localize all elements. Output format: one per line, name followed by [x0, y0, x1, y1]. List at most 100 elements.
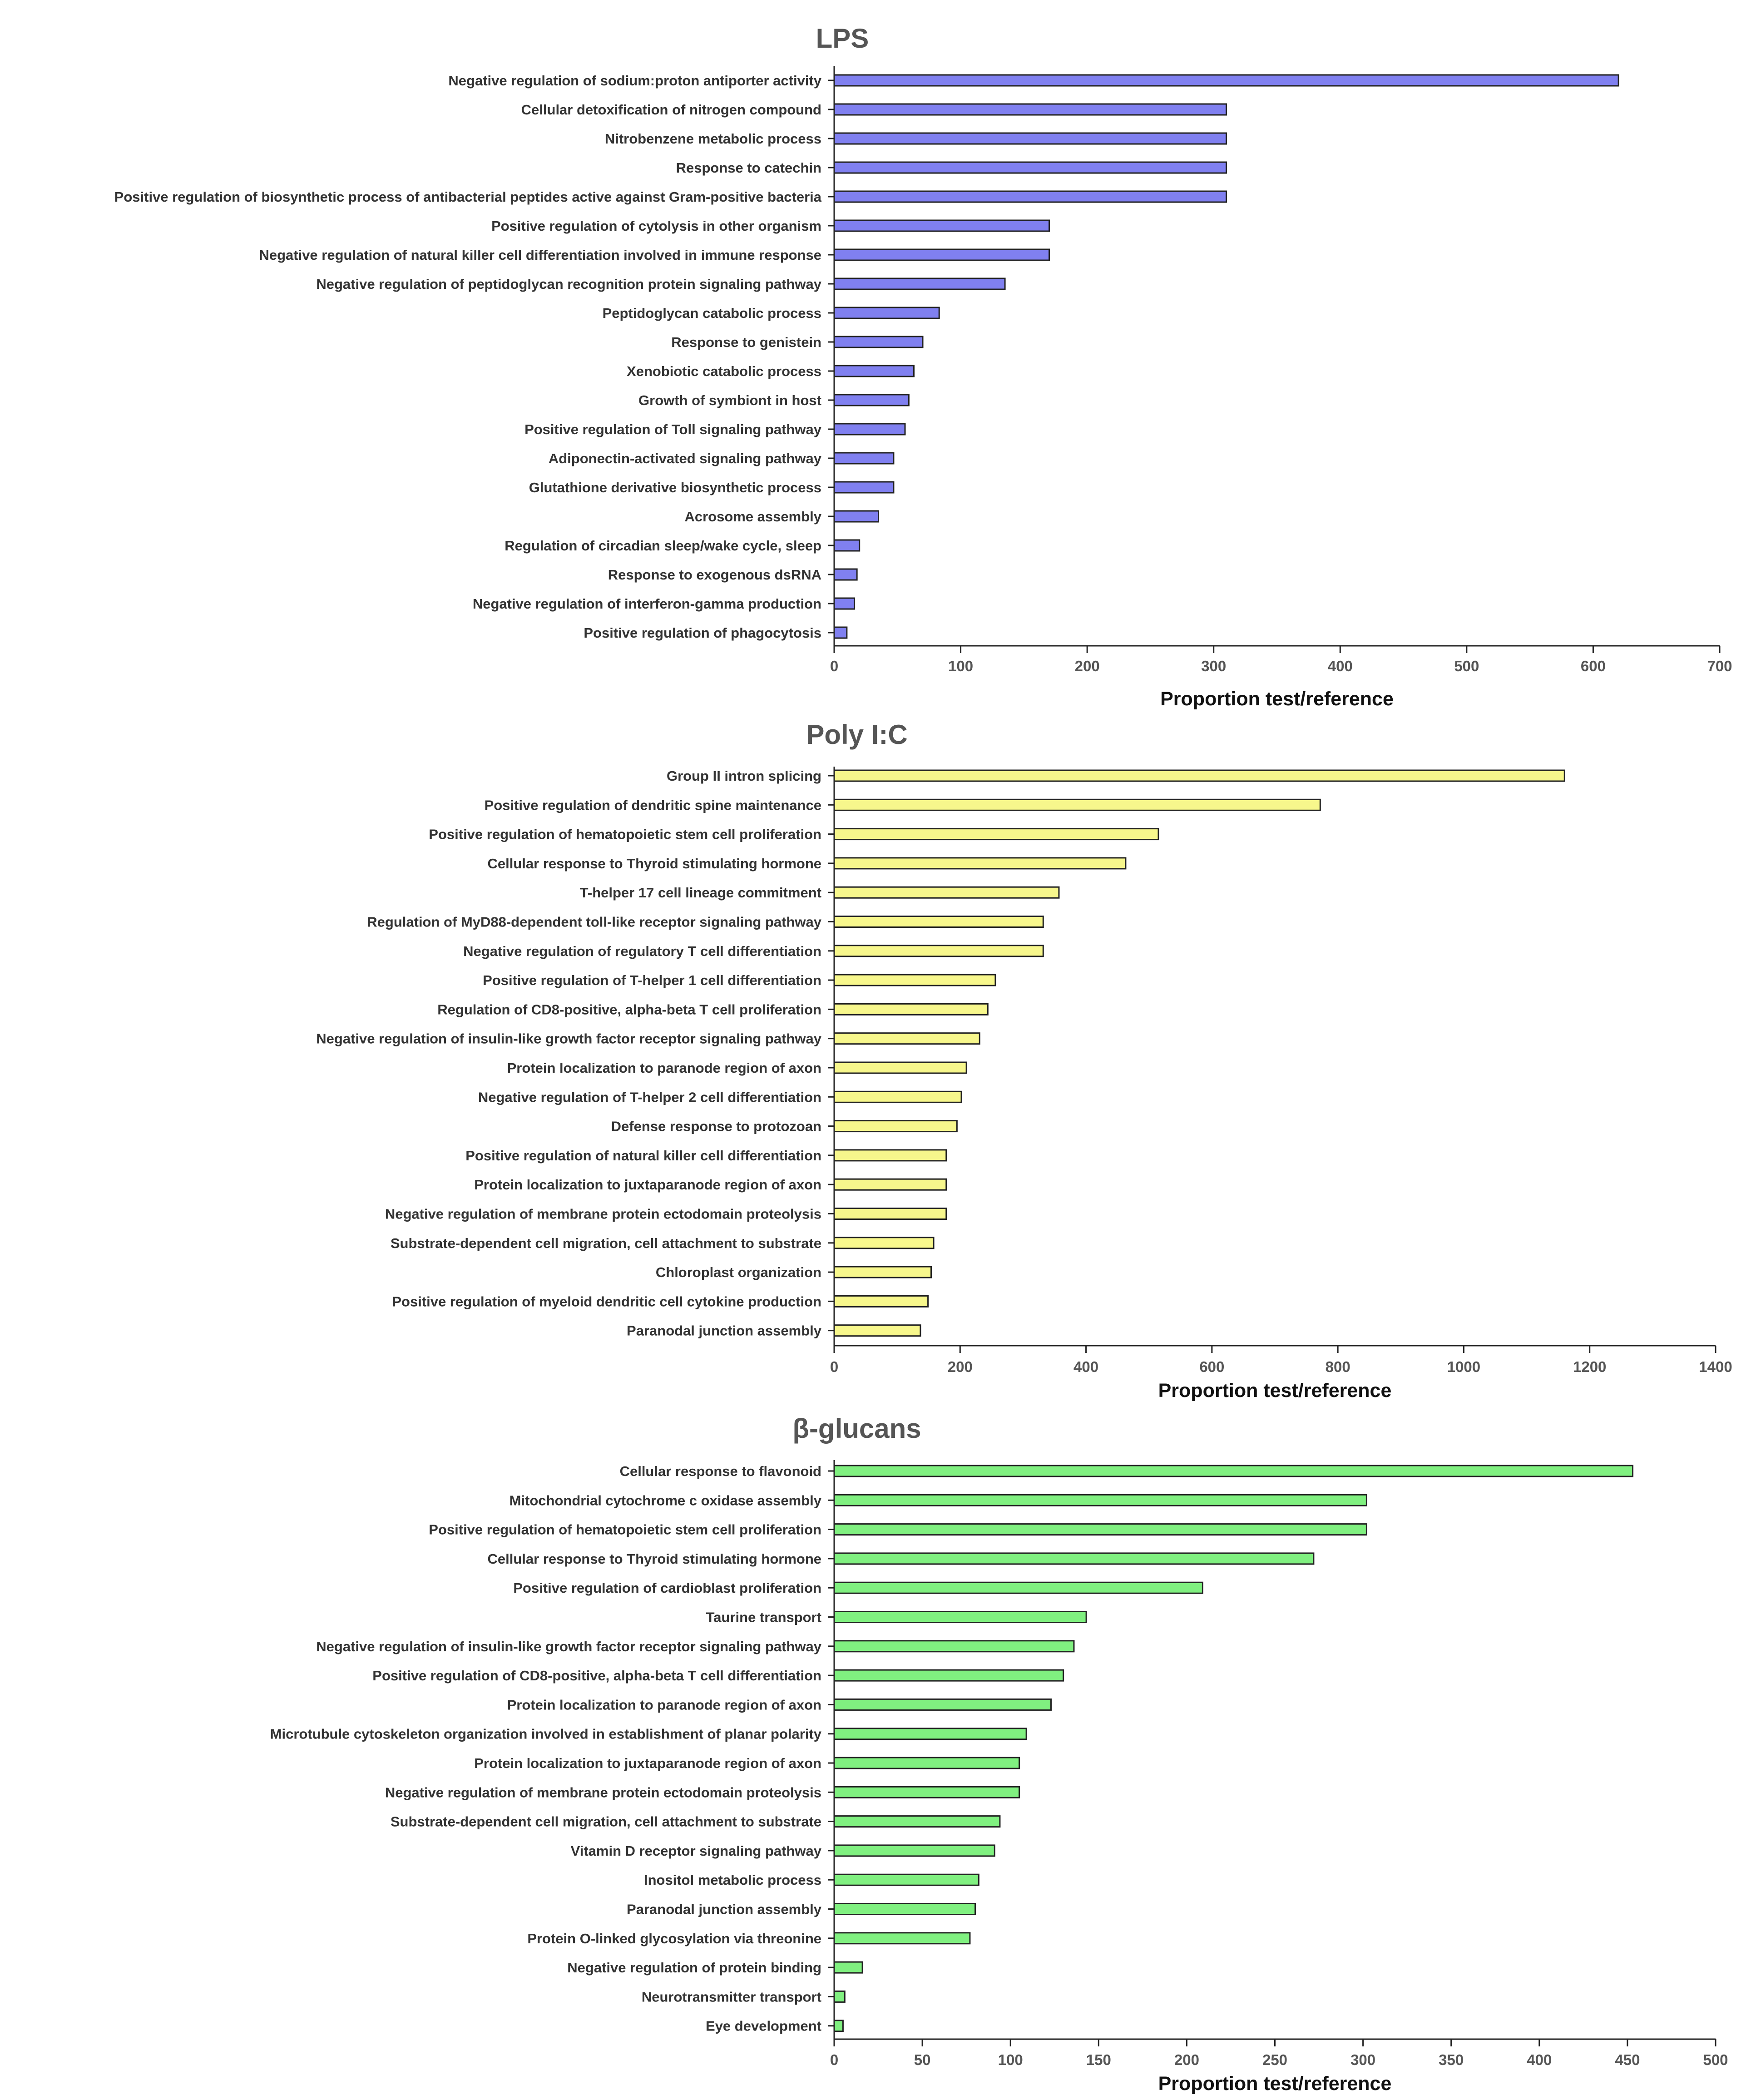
x-tick-label: 200	[1174, 2051, 1199, 2068]
category-label: Positive regulation of phagocytosis	[584, 625, 821, 641]
x-tick-label: 100	[948, 658, 973, 674]
bar	[833, 1032, 980, 1045]
chart-title: β-glucans	[792, 1413, 921, 1444]
x-tick-label: 700	[1707, 658, 1732, 674]
x-tick-label: 600	[1581, 658, 1606, 674]
bar	[833, 828, 1159, 841]
category-label: Response to catechin	[676, 160, 821, 176]
bar	[833, 190, 1227, 203]
bar	[833, 1757, 1020, 1769]
x-tick-label: 250	[1262, 2051, 1287, 2068]
bar	[833, 1295, 929, 1308]
x-axis-label: Proportion test/reference	[1158, 1380, 1392, 1402]
bar	[833, 1844, 995, 1857]
bar	[833, 798, 1321, 811]
category-label: Cellular response to flavonoid	[620, 1463, 821, 1479]
bar	[833, 1552, 1315, 1565]
category-label: Response to genistein	[671, 334, 821, 350]
bar	[833, 568, 858, 581]
x-tick-label: 0	[830, 2051, 838, 2068]
bar	[833, 1266, 932, 1278]
category-label: Positive regulation of CD8-positive, alp…	[372, 1668, 821, 1684]
category-label: Taurine transport	[706, 1610, 821, 1625]
category-label: Xenobiotic catabolic process	[627, 363, 821, 379]
bar	[833, 539, 861, 552]
bar	[833, 248, 1050, 261]
category-label: Positive regulation of hematopoietic ste…	[429, 827, 821, 842]
bar	[833, 481, 895, 494]
category-label: Substrate-dependent cell migration, cell…	[391, 1814, 821, 1830]
category-label: Negative regulation of sodium:proton ant…	[448, 73, 821, 89]
category-label: T-helper 17 cell lineage commitment	[580, 885, 821, 901]
category-label: Neurotransmitter transport	[642, 1989, 821, 2005]
bar	[833, 1149, 947, 1162]
bar	[833, 1815, 1001, 1828]
x-tick-label: 300	[1350, 2051, 1375, 2068]
bar	[833, 277, 1006, 290]
bar	[833, 1698, 1052, 1711]
bar	[833, 1090, 962, 1103]
x-tick-label: 350	[1439, 2051, 1464, 2068]
category-label: Defense response to protozoan	[611, 1119, 821, 1134]
category-label: Negative regulation of T-helper 2 cell d…	[478, 1089, 821, 1105]
bar	[833, 1208, 947, 1220]
category-label: Positive regulation of biosynthetic proc…	[114, 189, 822, 205]
category-label: Positive regulation of cardioblast proli…	[513, 1580, 821, 1596]
bar	[833, 1990, 846, 2003]
category-label: Eye development	[706, 2018, 821, 2034]
x-tick-label: 1000	[1447, 1358, 1480, 1375]
category-label: Acrosome assembly	[684, 509, 821, 525]
bar	[833, 1465, 1634, 1477]
bar	[833, 1786, 1020, 1798]
category-label: Regulation of circadian sleep/wake cycle…	[505, 538, 821, 554]
category-label: Positive regulation of myeloid dendritic…	[392, 1293, 821, 1309]
category-label: Group II intron splicing	[667, 768, 821, 784]
bar	[833, 132, 1227, 145]
category-label: Protein O-linked glycosylation via threo…	[527, 1931, 821, 1946]
category-label: Negative regulation of membrane protein …	[385, 1206, 821, 1222]
bar	[833, 394, 910, 406]
x-tick-label: 1400	[1699, 1358, 1732, 1375]
bar	[833, 1640, 1075, 1653]
bar	[833, 1611, 1087, 1623]
category-label: Negative regulation of insulin-like grow…	[316, 1031, 821, 1047]
bar	[833, 365, 915, 377]
category-label: Glutathione derivative biosynthetic proc…	[529, 480, 821, 495]
category-label: Protein localization to paranode region …	[507, 1697, 821, 1713]
bar	[833, 1237, 935, 1249]
category-label: Negative regulation of insulin-like grow…	[316, 1639, 821, 1654]
bar	[833, 1494, 1367, 1506]
x-tick-label: 500	[1703, 2051, 1728, 2068]
category-label: Negative regulation of regulatory T cell…	[463, 943, 821, 959]
bar	[833, 886, 1060, 899]
category-label: Regulation of CD8-positive, alpha-beta T…	[437, 1001, 821, 1017]
category-label: Regulation of MyD88-dependent toll-like …	[367, 914, 821, 930]
bar	[833, 945, 1044, 957]
x-tick-label: 600	[1199, 1358, 1224, 1375]
category-label: Paranodal junction assembly	[627, 1323, 822, 1339]
bar	[833, 916, 1044, 928]
bar	[833, 423, 906, 436]
category-label: Nitrobenzene metabolic process	[605, 131, 821, 147]
category-label: Positive regulation of cytolysis in othe…	[491, 218, 821, 234]
category-label: Positive regulation of Toll signaling pa…	[524, 421, 822, 437]
x-tick-label: 300	[1201, 658, 1226, 674]
x-tick-label: 0	[830, 1358, 838, 1375]
chart-panel-bglucans: β-glucans Cellular response to flavonoid M…	[270, 1413, 1728, 2095]
bar	[833, 1961, 863, 1974]
bar	[833, 626, 848, 639]
category-label: Response to exogenous dsRNA	[608, 567, 821, 583]
category-label: Positive regulation of natural killer ce…	[465, 1148, 821, 1164]
bar	[833, 1932, 971, 1945]
bar	[833, 74, 1619, 87]
category-label: Positive regulation of T-helper 1 cell d…	[483, 972, 821, 988]
category-label: Mitochondrial cytochrome c oxidase assem…	[509, 1492, 822, 1508]
category-label: Negative regulation of peptidoglycan rec…	[316, 276, 821, 292]
bar	[833, 1061, 967, 1074]
bar	[833, 307, 940, 319]
x-tick-label: 500	[1454, 658, 1479, 674]
bar	[833, 597, 856, 610]
bar	[833, 1873, 979, 1886]
bar	[833, 2020, 844, 2032]
